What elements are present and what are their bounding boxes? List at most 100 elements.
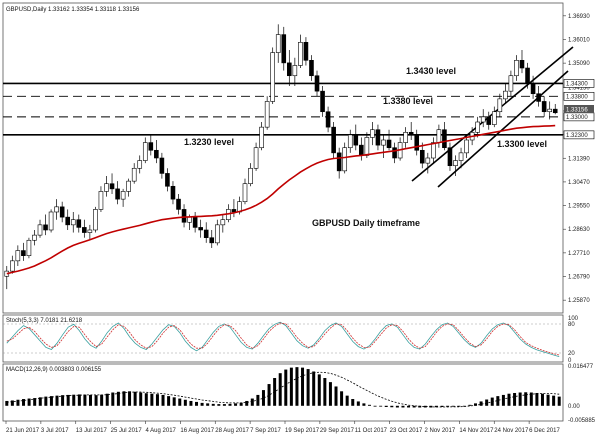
macd-bar bbox=[261, 390, 265, 406]
stoch-tick-label: 100 bbox=[568, 316, 579, 322]
candle-body bbox=[347, 134, 353, 149]
macd-bar bbox=[485, 399, 489, 406]
date-tick-label: 14 Nov 2017 bbox=[459, 428, 494, 434]
price-header: GBPUSD,Daily 1.33162 1.33354 1.33118 1.3… bbox=[6, 7, 140, 13]
macd-bar bbox=[546, 394, 550, 406]
macd-bar bbox=[206, 403, 210, 406]
candle-body bbox=[15, 250, 21, 262]
candle-body bbox=[491, 111, 497, 125]
macd-bar bbox=[407, 405, 411, 408]
macd-bar bbox=[22, 399, 26, 406]
current-price-tag bbox=[564, 105, 594, 113]
candle-body bbox=[248, 167, 253, 185]
level-label-1: 1.3380 level bbox=[383, 96, 433, 106]
candle-body bbox=[503, 90, 508, 100]
candle-body bbox=[209, 237, 215, 244]
candle-body bbox=[115, 188, 120, 200]
candle-body bbox=[436, 129, 442, 143]
candle-body bbox=[198, 227, 203, 231]
macd-bar bbox=[446, 405, 450, 407]
macd-tick-label: 0.00 bbox=[568, 404, 580, 410]
candle-body bbox=[259, 126, 264, 149]
candle-body bbox=[480, 116, 486, 123]
macd-bar bbox=[111, 392, 115, 406]
macd-bar bbox=[66, 394, 70, 406]
macd-bar bbox=[172, 397, 176, 406]
macd-bar bbox=[245, 400, 249, 406]
candle-body bbox=[93, 209, 98, 231]
macd-bar bbox=[284, 369, 288, 406]
candle-body bbox=[287, 62, 292, 77]
macd-bar bbox=[306, 369, 310, 406]
macd-bar bbox=[434, 405, 438, 408]
date-tick-label: 23 Oct 2017 bbox=[390, 428, 423, 434]
macd-bar bbox=[189, 400, 193, 406]
date-tick-label: 21 Jun 2017 bbox=[6, 428, 40, 434]
candle-body bbox=[104, 183, 109, 192]
macd-bar bbox=[77, 394, 81, 406]
current-price-label: 1.33156 bbox=[566, 108, 588, 114]
macd-bar bbox=[518, 392, 522, 406]
candle-body bbox=[497, 98, 503, 113]
macd-bar bbox=[155, 394, 159, 406]
level-label-3: 1.3230 level bbox=[184, 137, 234, 147]
candle-body bbox=[76, 219, 82, 228]
price-tick-label: 1.30470 bbox=[568, 180, 590, 186]
price-tick-label: 1.28630 bbox=[568, 227, 590, 233]
macd-bar bbox=[301, 367, 305, 406]
macd-bar bbox=[451, 405, 455, 407]
candle-body bbox=[126, 180, 131, 192]
macd-bar bbox=[557, 396, 561, 406]
macd-bar bbox=[401, 405, 405, 408]
macd-bar bbox=[540, 393, 544, 406]
macd-bar bbox=[334, 386, 338, 406]
candle-body bbox=[336, 152, 342, 172]
macd-bar bbox=[524, 392, 528, 406]
candle-body bbox=[414, 134, 420, 151]
candle-body bbox=[331, 126, 336, 154]
candle-body bbox=[508, 75, 514, 92]
macd-bar bbox=[312, 371, 316, 406]
candle-body bbox=[203, 229, 209, 238]
level-tag-box bbox=[563, 79, 595, 88]
macd-bar bbox=[228, 403, 232, 406]
macd-histogram bbox=[5, 367, 561, 408]
macd-bar bbox=[535, 392, 539, 406]
candle-body bbox=[281, 34, 287, 64]
chart-title: GBPUSD Daily timeframe bbox=[312, 218, 420, 228]
price-tick-label: 1.36930 bbox=[568, 14, 590, 20]
candle-body bbox=[552, 108, 558, 114]
level-labels: 1.3430 level 1.3380 level 1.3300 level 1.32… bbox=[184, 66, 547, 149]
date-tick-label: 2 Nov 2017 bbox=[425, 428, 456, 434]
candle-body bbox=[541, 101, 547, 113]
candle-body bbox=[314, 75, 320, 92]
macd-bar bbox=[5, 400, 9, 406]
macd-bar bbox=[83, 394, 87, 406]
macd-bar bbox=[38, 397, 42, 406]
macd-bar bbox=[122, 391, 126, 406]
candle-body bbox=[170, 185, 176, 200]
stoch-d-line bbox=[6, 322, 560, 356]
candle-body bbox=[408, 131, 414, 136]
macd-bar bbox=[529, 392, 533, 406]
stochastic-pane-frame bbox=[2, 314, 564, 363]
level-label-2: 1.3300 level bbox=[497, 139, 547, 149]
level-tag-box bbox=[563, 130, 595, 140]
macd-bar bbox=[395, 405, 399, 408]
macd-axis-ticks: 0.016477 0.00 -0.005885 bbox=[568, 364, 596, 424]
macd-bar bbox=[328, 382, 332, 406]
macd-pane-frame bbox=[2, 363, 564, 422]
candle-body bbox=[109, 183, 115, 190]
macd-bar bbox=[362, 403, 366, 406]
candle-body bbox=[192, 216, 198, 228]
macd-bar bbox=[278, 373, 282, 406]
price-tick-label: 1.27710 bbox=[568, 251, 590, 257]
stoch-header: Stoch(5,3,3) 7.0181 21.6218 bbox=[6, 318, 83, 324]
candles bbox=[4, 24, 558, 290]
macd-bar bbox=[384, 405, 388, 407]
macd-bar bbox=[501, 394, 505, 406]
date-tick-label: 29 Sep 2017 bbox=[320, 428, 355, 434]
macd-bar bbox=[267, 384, 271, 406]
candle-body bbox=[32, 234, 37, 241]
date-tick-label: 7 Sep 2017 bbox=[250, 428, 281, 434]
